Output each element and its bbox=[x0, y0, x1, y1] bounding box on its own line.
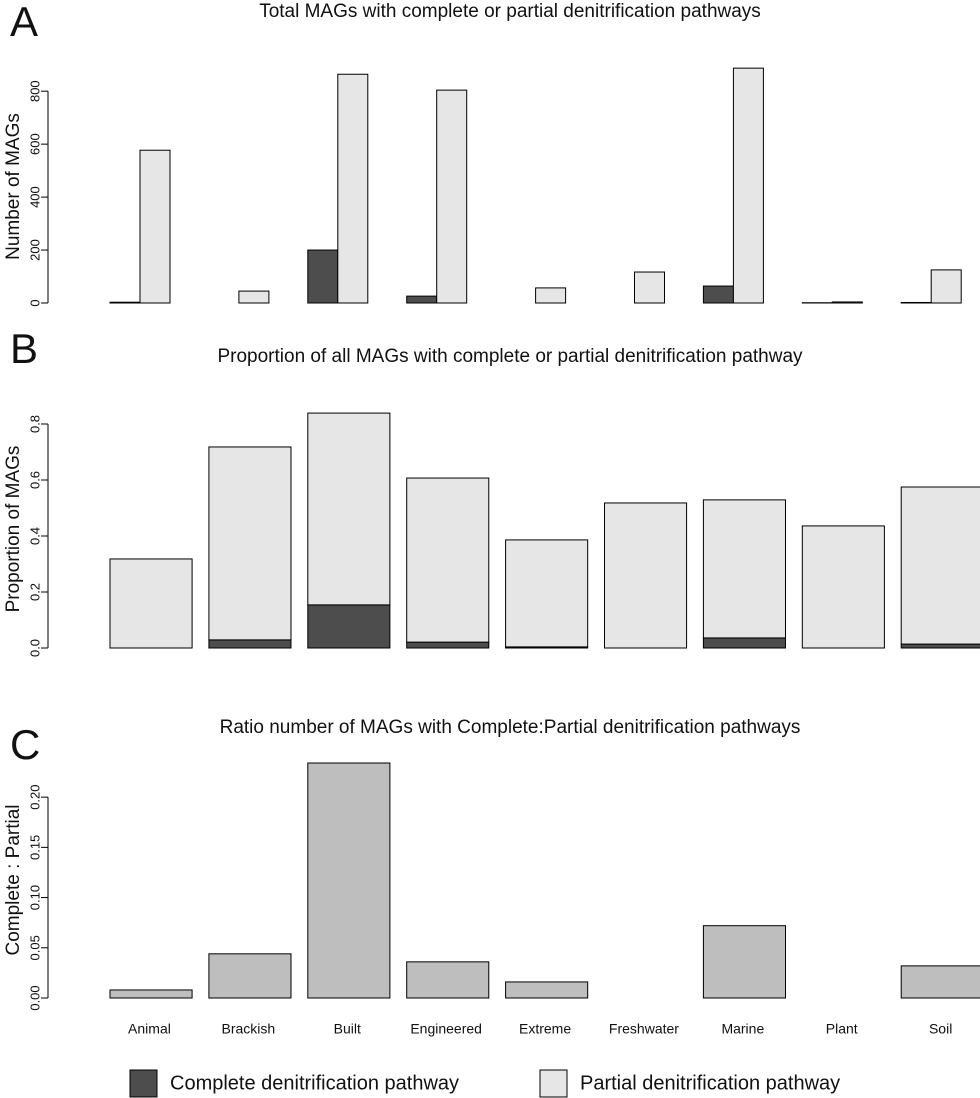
legend-label: Complete denitrification pathway bbox=[170, 1072, 459, 1094]
x-tick-label: Marine bbox=[721, 1021, 764, 1037]
bar-segment bbox=[604, 502, 688, 649]
bar bbox=[109, 301, 141, 304]
bar bbox=[535, 287, 567, 304]
bar-segment bbox=[208, 446, 292, 641]
y-tick-label: 800 bbox=[27, 80, 42, 102]
y-tick-label: 0.05 bbox=[27, 935, 42, 960]
bar-segment bbox=[900, 643, 980, 649]
x-tick-label: Brackish bbox=[222, 1021, 276, 1037]
y-tick-label: 200 bbox=[27, 239, 42, 261]
bar bbox=[732, 67, 764, 304]
bar-segment bbox=[406, 477, 490, 643]
x-tick-label: Freshwater bbox=[609, 1021, 679, 1037]
panel-label: C bbox=[10, 721, 40, 768]
bar bbox=[831, 301, 863, 304]
y-tick-label: 400 bbox=[27, 186, 42, 208]
y-tick-label: 0.2 bbox=[27, 583, 42, 601]
bar-segment bbox=[505, 539, 589, 648]
bar bbox=[702, 925, 786, 999]
bar bbox=[930, 269, 962, 304]
panel-label: B bbox=[10, 325, 38, 372]
bar bbox=[109, 989, 193, 999]
bar bbox=[238, 290, 270, 304]
x-tick-label: Soil bbox=[929, 1021, 952, 1037]
x-tick-label: Animal bbox=[128, 1021, 171, 1037]
y-tick-label: 0.4 bbox=[27, 527, 42, 545]
y-tick-label: 0.00 bbox=[27, 985, 42, 1010]
bar-segment bbox=[702, 499, 786, 639]
x-tick-label: Engineered bbox=[410, 1021, 482, 1037]
panel-label: A bbox=[10, 0, 38, 45]
y-axis-label: Proportion of MAGs bbox=[3, 446, 24, 613]
y-tick-label: 600 bbox=[27, 133, 42, 155]
chart-title: Proportion of all MAGs with complete or … bbox=[217, 346, 803, 367]
legend-swatch bbox=[539, 1069, 568, 1098]
bar-segment bbox=[109, 558, 193, 649]
legend-swatch bbox=[129, 1069, 158, 1098]
x-tick-label: Plant bbox=[826, 1021, 858, 1037]
bar bbox=[900, 965, 980, 999]
bar bbox=[436, 89, 468, 304]
bar bbox=[702, 285, 734, 304]
x-tick-label: Built bbox=[334, 1021, 361, 1037]
chart-title: Ratio number of MAGs with Complete:Parti… bbox=[220, 717, 801, 738]
bar-segment bbox=[307, 604, 391, 649]
bar-segment bbox=[307, 412, 391, 606]
bar-segment bbox=[900, 486, 980, 645]
bar bbox=[139, 149, 171, 304]
bar bbox=[337, 73, 369, 304]
bar bbox=[307, 249, 339, 304]
bar bbox=[900, 301, 932, 304]
y-tick-label: 0.6 bbox=[27, 471, 42, 489]
y-tick-label: 0 bbox=[27, 299, 42, 306]
y-tick-label: 0.15 bbox=[27, 835, 42, 860]
bar-segment bbox=[406, 641, 490, 649]
bar bbox=[307, 762, 391, 999]
y-tick-label: 0.20 bbox=[27, 784, 42, 809]
y-tick-label: 0.10 bbox=[27, 885, 42, 910]
x-tick-label: Extreme bbox=[519, 1021, 571, 1037]
bar bbox=[208, 953, 292, 999]
bar-segment bbox=[801, 525, 885, 649]
bar-segment bbox=[702, 637, 786, 649]
bar-segment bbox=[208, 639, 292, 649]
legend-label: Partial denitrification pathway bbox=[580, 1072, 840, 1094]
bar bbox=[406, 961, 490, 999]
y-tick-label: 0.8 bbox=[27, 415, 42, 433]
bar bbox=[406, 295, 438, 304]
y-axis-label: Number of MAGs bbox=[3, 113, 24, 260]
y-axis-label: Complete : Partial bbox=[3, 804, 24, 955]
chart-title: Total MAGs with complete or partial deni… bbox=[259, 1, 761, 22]
bar bbox=[505, 981, 589, 999]
y-tick-label: 0.0 bbox=[27, 639, 42, 657]
bar bbox=[634, 271, 665, 304]
